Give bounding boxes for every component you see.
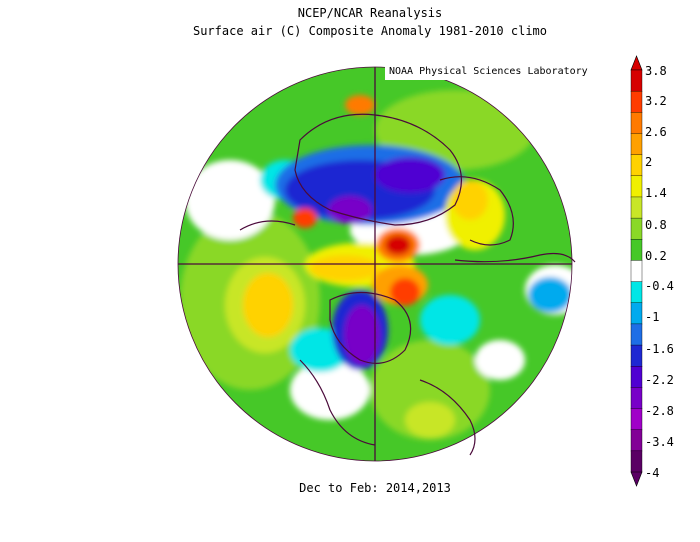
map-title: NCEP/NCAR Reanalysis <box>297 6 443 20</box>
credit-box <box>385 64 573 80</box>
map-subtitle: Surface air (C) Composite Anomaly 1981-2… <box>192 24 547 38</box>
colorbar-tick-label: 3.8 <box>645 64 667 78</box>
credit-label: NOAA Physical Sciences Laboratory <box>389 66 588 77</box>
colorbar-tick-label: -1.6 <box>645 342 674 356</box>
colorbar-tick-label: -2.2 <box>645 373 674 387</box>
colorbar-tick-label: -4 <box>645 466 660 480</box>
colorbar-swatch <box>630 366 643 388</box>
colorbar <box>630 55 643 487</box>
colorbar-tick-label: -3.4 <box>645 435 674 449</box>
colorbar-tick-label: 2 <box>645 155 653 169</box>
colorbar-swatch <box>630 281 643 304</box>
colorbar-min-arrow <box>630 471 643 487</box>
colorbar-swatch <box>630 112 643 134</box>
colorbar-swatch <box>630 323 643 346</box>
colorbar-tick-label: 2.6 <box>645 125 667 139</box>
colorbar-swatch <box>630 429 643 452</box>
colorbar-swatch <box>630 450 643 473</box>
colorbar-swatch <box>630 133 643 156</box>
colorbar-tick-label: -2.8 <box>645 404 674 418</box>
colorbar-swatch <box>630 408 643 431</box>
colorbar-swatch <box>630 196 643 219</box>
map-boundary <box>177 66 573 462</box>
colorbar-swatch <box>630 239 643 261</box>
colorbar-swatch <box>630 217 643 240</box>
colorbar-swatch <box>630 302 643 325</box>
colorbar-tick-label: -1 <box>645 310 660 324</box>
colorbar-tick-label: 3.2 <box>645 94 667 108</box>
anomaly-field <box>178 67 572 461</box>
polar-anomaly-map <box>177 64 576 462</box>
colorbar-swatch <box>630 175 643 198</box>
colorbar-max-arrow <box>630 55 643 71</box>
colorbar-tick-label: 0.8 <box>645 218 667 232</box>
colorbar-swatch <box>630 69 643 92</box>
colorbar-tick-label: -0.4 <box>645 279 674 293</box>
colorbar-tick-label: 1.4 <box>645 186 667 200</box>
colorbar-swatch <box>630 387 643 410</box>
colorbar-swatch <box>630 260 643 283</box>
colorbar-swatch <box>630 154 643 177</box>
colorbar-tick-label: 0.2 <box>645 249 667 263</box>
colorbar-swatch <box>630 90 643 113</box>
colorbar-swatch <box>630 344 643 367</box>
period-label: Dec to Feb: 2014,2013 <box>299 481 451 495</box>
